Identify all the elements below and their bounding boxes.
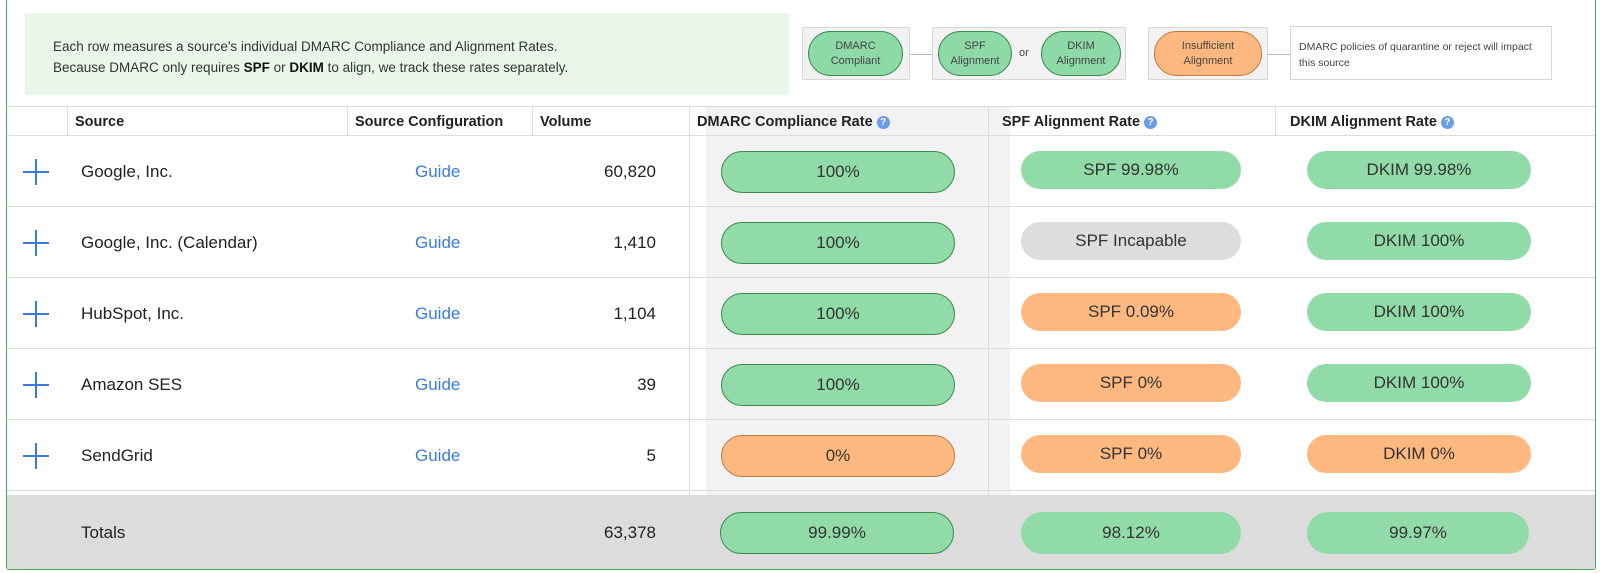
table-row: SendGrid Guide 5 0% SPF 0% DKIM 0%	[7, 420, 1595, 491]
volume-value: 1,410	[613, 232, 656, 252]
help-icon[interactable]: ?	[876, 116, 890, 129]
spf-rate-pill: SPF 99.98%	[1021, 151, 1241, 189]
column-divider	[689, 106, 690, 495]
info-banner: Each row measures a source's individual …	[25, 13, 789, 95]
guide-link[interactable]: Guide	[415, 374, 461, 394]
plus-icon[interactable]	[23, 443, 49, 469]
dmarc-rate-pill: 100%	[721, 293, 955, 335]
column-header-config[interactable]: Source Configuration	[355, 114, 504, 130]
legend-spf-alignment-pill: SPF Alignment	[938, 31, 1012, 76]
header-divider	[347, 106, 348, 136]
totals-dkim-pill: 99.97%	[1307, 512, 1529, 554]
help-icon[interactable]: ?	[1144, 116, 1158, 129]
legend-or-label: or	[1019, 47, 1029, 59]
guide-link[interactable]: Guide	[415, 303, 461, 323]
dmarc-sources-panel: Each row measures a source's individual …	[6, 0, 1596, 570]
header-divider	[532, 106, 533, 136]
dmarc-rate-pill: 0%	[721, 435, 955, 477]
totals-dmarc-pill: 99.99%	[720, 512, 954, 554]
source-name: Google, Inc.	[81, 161, 173, 181]
dkim-emphasis: DKIM	[289, 60, 324, 75]
legend-insufficient-alignment-pill: Insufficient Alignment	[1154, 31, 1262, 76]
column-header-spf[interactable]: SPF Alignment Rate?	[994, 107, 1158, 136]
source-name: Google, Inc. (Calendar)	[81, 232, 258, 252]
guide-link[interactable]: Guide	[415, 445, 461, 465]
help-icon[interactable]: ?	[1440, 116, 1454, 129]
column-header-source[interactable]: Source	[75, 114, 125, 130]
dkim-rate-pill: DKIM 100%	[1307, 222, 1531, 260]
column-divider	[988, 106, 989, 495]
plus-icon[interactable]	[23, 372, 49, 398]
dkim-rate-pill: DKIM 0%	[1307, 435, 1531, 473]
info-line-1: Each row measures a source's individual …	[53, 39, 558, 54]
legend-alignment-box: SPF Alignment or DKIM Alignment	[932, 27, 1126, 80]
header-divider	[67, 106, 68, 136]
guide-link[interactable]: Guide	[415, 161, 461, 181]
spf-rate-pill: SPF 0%	[1021, 364, 1241, 402]
totals-row: Totals 63,378 99.99% 98.12% 99.97%	[7, 495, 1595, 569]
source-name: SendGrid	[81, 445, 153, 465]
table-row: Google, Inc. (Calendar) Guide 1,410 100% SPF…	[7, 207, 1595, 278]
volume-value: 60,820	[604, 161, 656, 181]
table-row: Amazon SES Guide 39 100% SPF 0% DKIM 100%	[7, 349, 1595, 420]
column-header-dkim[interactable]: DKIM Alignment Rate?	[1282, 107, 1454, 136]
source-name: Amazon SES	[81, 374, 183, 394]
dmarc-rate-pill: 100%	[721, 222, 955, 264]
totals-volume: 63,378	[604, 523, 656, 542]
plus-icon[interactable]	[23, 230, 49, 256]
spf-rate-pill: SPF 0%	[1021, 435, 1241, 473]
spf-emphasis: SPF	[243, 60, 270, 75]
dkim-rate-pill: DKIM 99.98%	[1307, 151, 1531, 189]
plus-icon[interactable]	[23, 159, 49, 185]
dmarc-rate-pill: 100%	[721, 364, 955, 406]
source-name: HubSpot, Inc.	[81, 303, 185, 323]
legend-dmarc-box: DMARC Compliant	[802, 27, 910, 80]
dkim-rate-pill: DKIM 100%	[1307, 293, 1531, 331]
legend-connector-2	[1268, 54, 1290, 55]
legend-connector	[910, 54, 932, 55]
legend-dkim-alignment-pill: DKIM Alignment	[1041, 31, 1121, 76]
spf-rate-pill: SPF 0.09%	[1021, 293, 1241, 331]
column-header-volume[interactable]: Volume	[540, 114, 592, 130]
volume-value: 39	[637, 374, 656, 394]
table-header: Source Source Configuration Volume DMARC…	[7, 106, 1595, 136]
legend-insufficient-box: Insufficient Alignment	[1148, 27, 1268, 80]
table-row: HubSpot, Inc. Guide 1,104 100% SPF 0.09% DKIM…	[7, 278, 1595, 349]
totals-label: Totals	[81, 523, 126, 542]
column-header-dmarc[interactable]: DMARC Compliance Rate?	[689, 107, 890, 136]
dmarc-rate-pill: 100%	[721, 151, 955, 193]
table-row: Google, Inc. Guide 60,820 100% SPF 99.98% DKI…	[7, 136, 1595, 207]
dkim-rate-pill: DKIM 100%	[1307, 364, 1531, 402]
totals-spf-pill: 98.12%	[1021, 512, 1241, 554]
legend-note: DMARC policies of quarantine or reject w…	[1290, 26, 1552, 80]
volume-value: 5	[646, 445, 656, 465]
info-line-2: Because DMARC only requires SPF or DKIM …	[53, 60, 569, 75]
plus-icon[interactable]	[23, 301, 49, 327]
volume-value: 1,104	[613, 303, 656, 323]
guide-link[interactable]: Guide	[415, 232, 461, 252]
spf-rate-pill: SPF Incapable	[1021, 222, 1241, 260]
header-divider	[1275, 106, 1276, 136]
legend-dmarc-compliant-pill: DMARC Compliant	[808, 31, 903, 76]
